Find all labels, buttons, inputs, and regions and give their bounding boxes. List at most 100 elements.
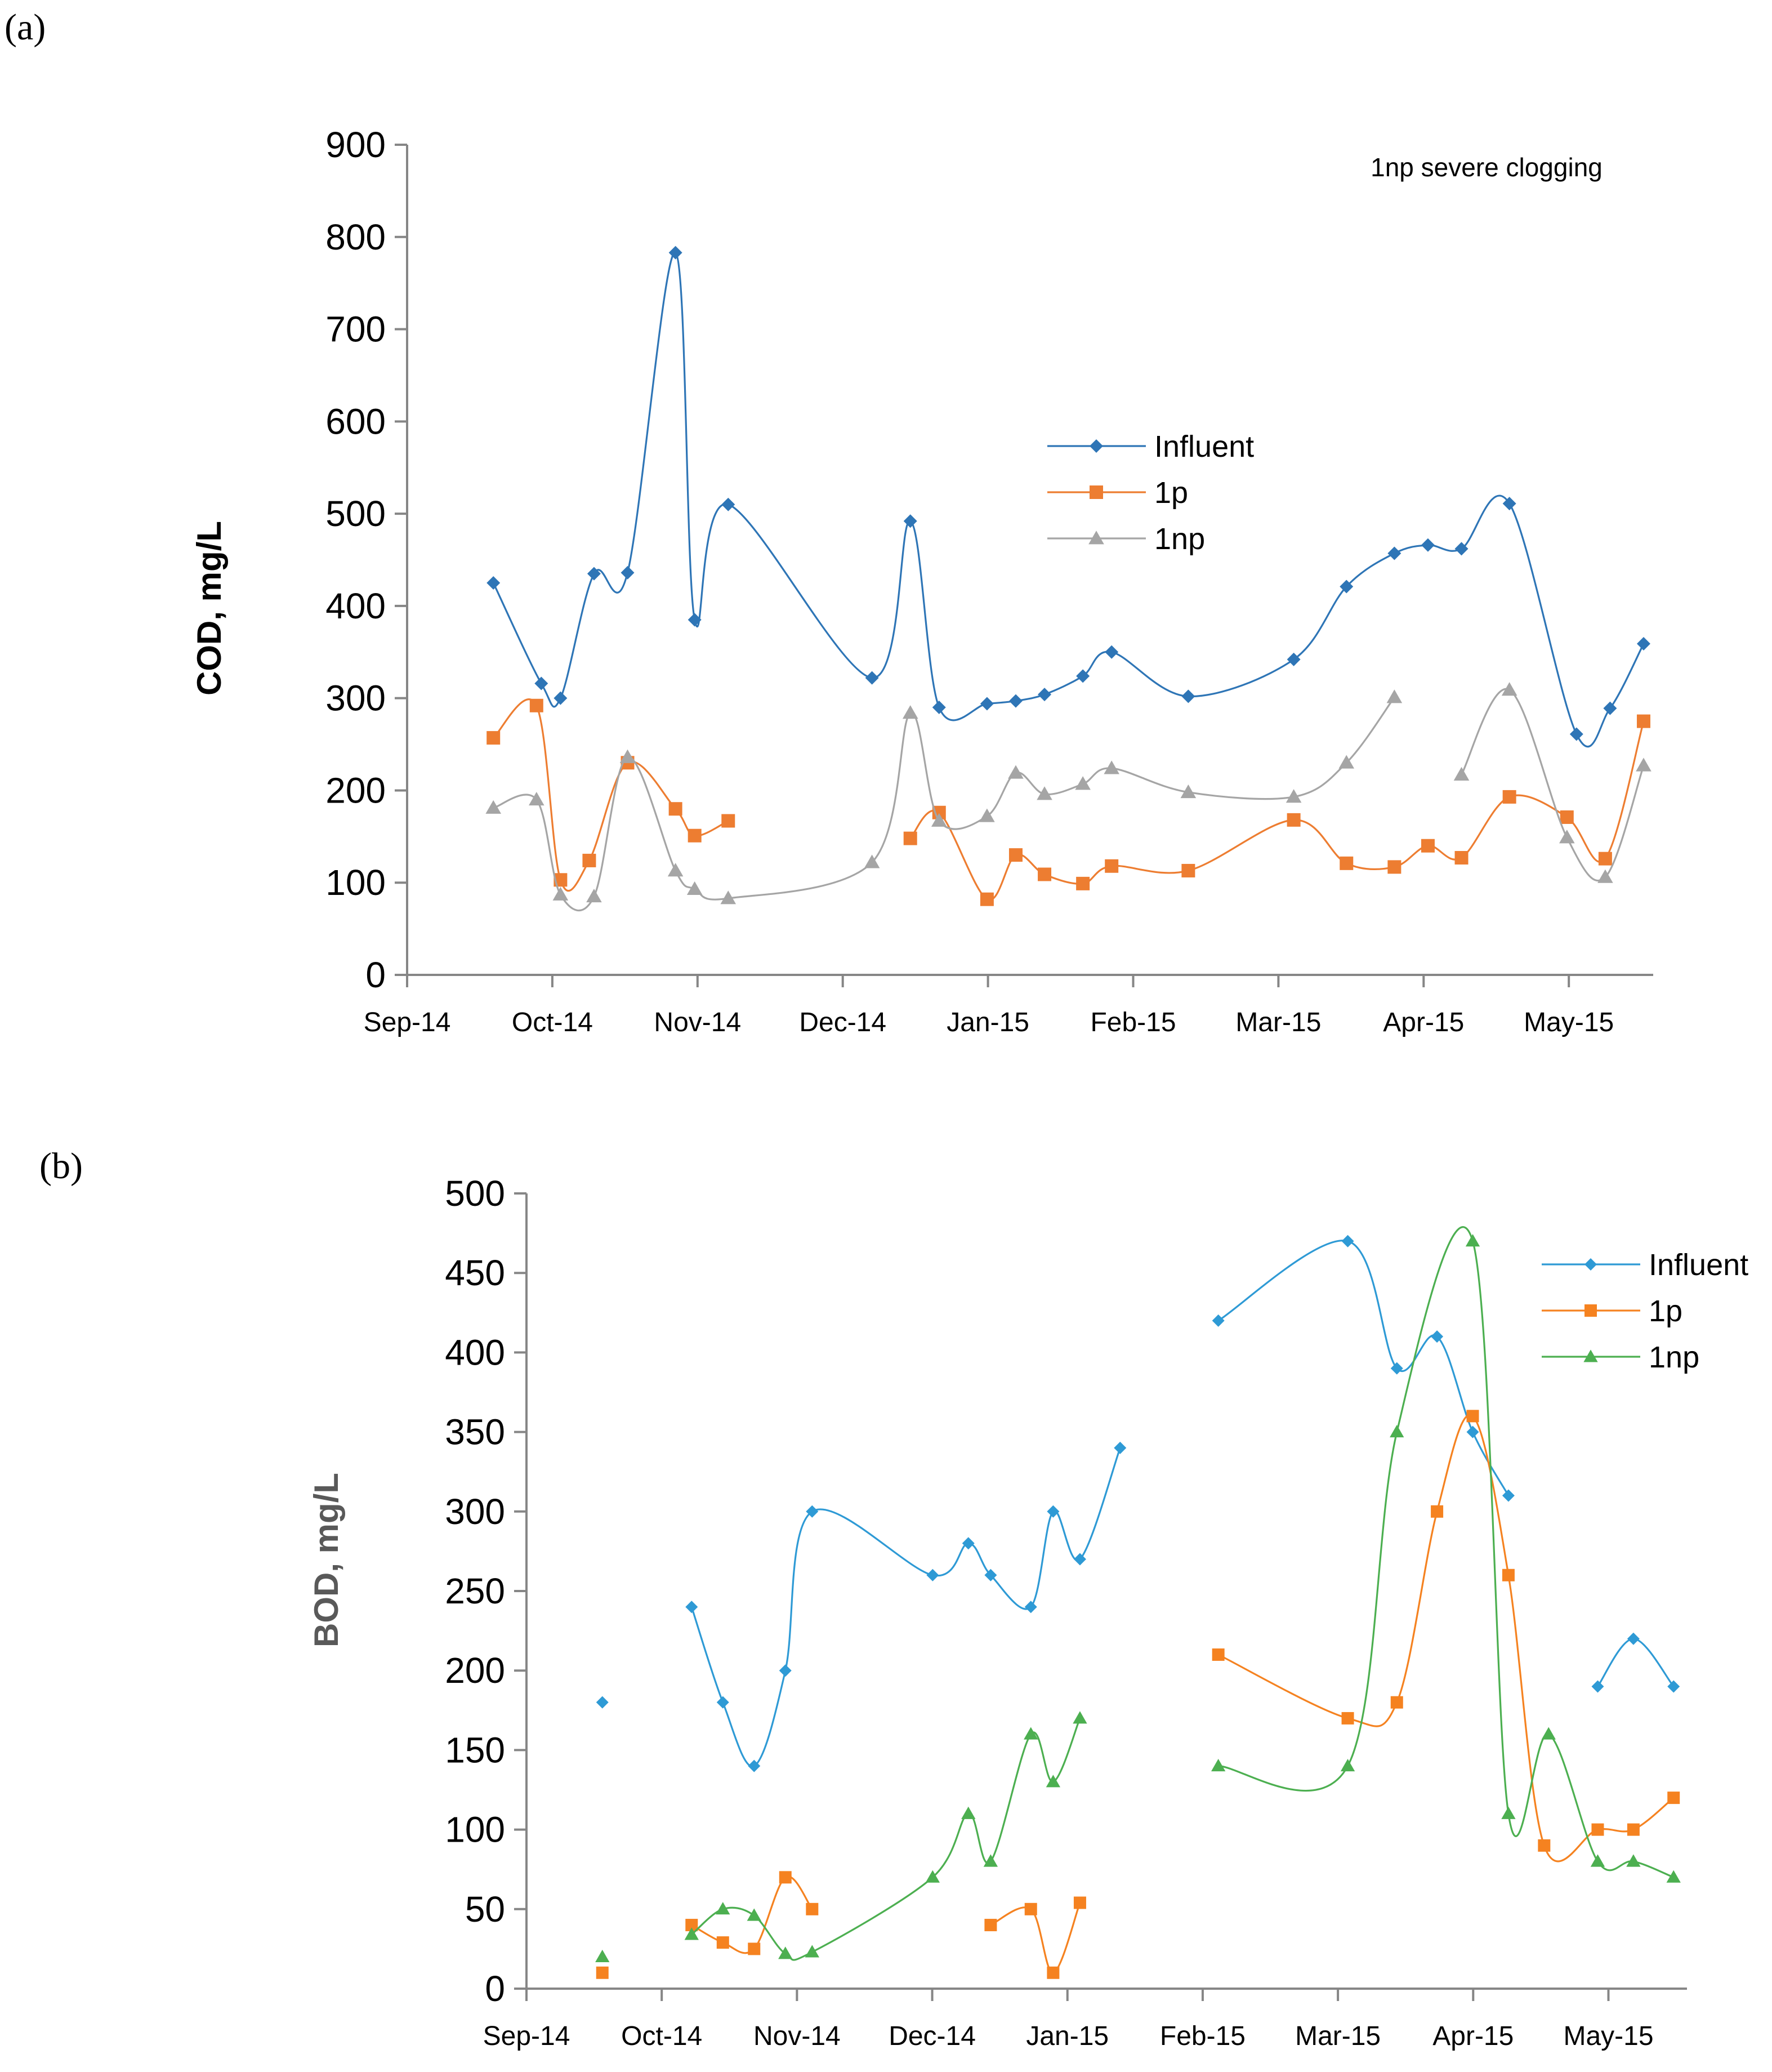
data-point-1np: [1037, 786, 1052, 800]
data-point-1np: [1541, 1727, 1556, 1740]
y-tick-label: 400: [445, 1332, 505, 1373]
data-point-1np: [1008, 765, 1024, 779]
data-point-influent: [1341, 1235, 1354, 1247]
data-point-1p: [1431, 1505, 1444, 1518]
data-point-influent: [1569, 727, 1583, 741]
data-point-1p: [984, 1919, 997, 1932]
data-point-1p: [1287, 813, 1301, 827]
data-point-1p: [1047, 1966, 1060, 1979]
legend-label-1np: 1np: [1154, 522, 1205, 556]
series-line-influent: [690, 1447, 1121, 1767]
data-point-influent: [1073, 1553, 1086, 1566]
series-influent: [596, 1235, 1680, 1772]
data-point-influent: [688, 613, 702, 627]
x-tick-label: Jan-15: [1026, 2021, 1109, 2051]
data-point-1np: [529, 792, 544, 806]
data-point-influent: [1340, 580, 1354, 594]
y-tick-label: 0: [365, 955, 386, 995]
data-point-influent: [1667, 1680, 1680, 1693]
data-point-influent: [1390, 1362, 1403, 1375]
data-point-1np: [979, 808, 995, 822]
data-point-1p: [1538, 1839, 1551, 1852]
data-point-influent: [1466, 1425, 1479, 1438]
data-point-1p: [779, 1871, 792, 1884]
legend-marker-1np: [1088, 531, 1104, 545]
data-point-1p: [1560, 810, 1574, 824]
data-point-1np: [1453, 767, 1470, 781]
data-point-influent: [685, 1601, 698, 1614]
data-point-influent: [1591, 1680, 1604, 1693]
data-point-1p: [1591, 1823, 1604, 1836]
x-tick-label: Dec-14: [799, 1008, 886, 1037]
data-point-influent: [1502, 497, 1516, 511]
data-point-1p: [1502, 790, 1516, 804]
data-point-1np: [747, 1908, 761, 1921]
cod-chart: (a) COD, mg/L 1np severe clogging 0 100 20…: [5, 7, 1653, 1037]
data-point-influent: [1421, 538, 1435, 552]
data-point-1p: [980, 892, 994, 906]
data-point-1np: [1666, 1870, 1681, 1883]
series-line-1p: [909, 721, 1645, 901]
data-point-1p: [1421, 839, 1435, 853]
data-point-influent: [596, 1696, 609, 1709]
data-point-1np: [1104, 760, 1119, 774]
data-point-1np: [902, 705, 918, 719]
data-point-influent: [721, 497, 735, 511]
data-point-1p: [1024, 1902, 1037, 1915]
data-point-influent: [1114, 1441, 1127, 1454]
data-point-influent: [1038, 688, 1052, 702]
data-point-influent: [1076, 669, 1090, 683]
data-point-1np: [1180, 784, 1197, 799]
x-tick-label: May-15: [1563, 2021, 1653, 2051]
data-point-influent: [716, 1696, 729, 1709]
data-point-1np: [1338, 755, 1355, 769]
y-tick-label: 0: [485, 1968, 505, 2009]
data-point-1p: [1390, 1696, 1403, 1709]
axes-cod: 0 100 200 300 400 500 600 700 800 900 Sep-14 Oct-14…: [325, 124, 1653, 1037]
data-point-1p: [1181, 863, 1195, 877]
y-tick-label: 100: [445, 1810, 505, 1850]
data-point-influent: [980, 697, 994, 711]
series-1p: [596, 1410, 1680, 1979]
y-axis-title-cod: COD, mg/L: [190, 521, 228, 696]
series-1np: [485, 682, 1652, 912]
data-point-1np: [931, 813, 947, 827]
data-point-1p: [1008, 848, 1023, 862]
series-line-influent: [1217, 1240, 1510, 1496]
x-tick-label: Sep-14: [364, 1008, 451, 1037]
data-point-influent: [1387, 546, 1401, 560]
data-point-influent: [1008, 694, 1023, 708]
data-point-1np: [961, 1806, 976, 1819]
data-point-1np: [595, 1949, 610, 1963]
data-point-1np: [1024, 1727, 1038, 1740]
data-point-influent: [1502, 1489, 1515, 1502]
data-point-influent: [984, 1569, 997, 1581]
data-point-1np: [619, 749, 636, 763]
data-point-1p: [596, 1966, 609, 1979]
legend-marker-influent: [1584, 1258, 1597, 1271]
data-point-influent: [779, 1664, 792, 1677]
y-tick-label: 50: [465, 1889, 505, 1930]
series-line-1np: [1461, 688, 1645, 882]
data-point-1np: [686, 881, 703, 895]
y-tick-label: 250: [445, 1571, 505, 1611]
data-point-1p: [486, 731, 501, 745]
data-point-influent: [1627, 1632, 1640, 1645]
data-point-influent: [1636, 637, 1650, 651]
series-line-influent: [492, 251, 1645, 748]
data-point-1np: [1073, 1711, 1087, 1724]
data-point-1np: [667, 863, 684, 877]
data-point-influent: [1024, 1601, 1037, 1614]
series-line-1p: [1217, 1414, 1675, 1862]
series-line-1p: [990, 1902, 1081, 1974]
series-group-bod: [595, 1226, 1681, 1979]
x-tick-label: May-15: [1524, 1008, 1614, 1037]
data-point-1np: [925, 1870, 940, 1883]
axes-bod: 0 50 100 150 200 250 300 350 400 450 500 Sep-14 Oct-…: [445, 1173, 1687, 2051]
series-group-cod: [485, 246, 1652, 912]
legend-cod: Influent 1p 1np: [1047, 430, 1254, 556]
y-tick-label: 900: [325, 124, 386, 165]
y-tick-label: 300: [325, 678, 386, 719]
legend-label-1p: 1p: [1154, 476, 1188, 510]
